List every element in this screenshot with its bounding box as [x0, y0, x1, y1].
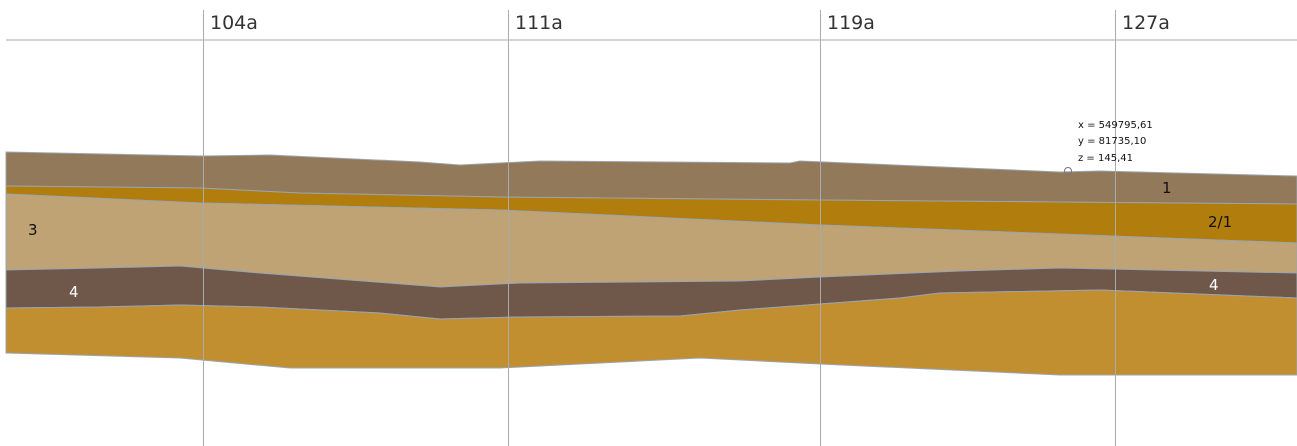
tooltip-z: z = 145,41: [1078, 153, 1133, 164]
layer-label: 3: [28, 221, 38, 239]
layer-label: 1: [1162, 179, 1172, 197]
layer-label: 4: [1209, 276, 1219, 294]
tooltip-y: y = 81735,10: [1078, 136, 1146, 147]
borehole-lines: [203, 10, 1116, 446]
borehole-label: 119a: [827, 12, 875, 34]
borehole-label: 127a: [1122, 12, 1170, 34]
borehole-label: 104a: [210, 12, 258, 34]
tooltip-point: [1064, 167, 1072, 175]
tooltip-x: x = 549795,61: [1078, 120, 1153, 131]
layers: [5, 151, 1297, 376]
layer-label: 4: [69, 283, 79, 301]
layer-label: 2/1: [1208, 213, 1232, 231]
borehole-label: 111a: [515, 12, 563, 34]
layer-5: [5, 289, 1297, 376]
